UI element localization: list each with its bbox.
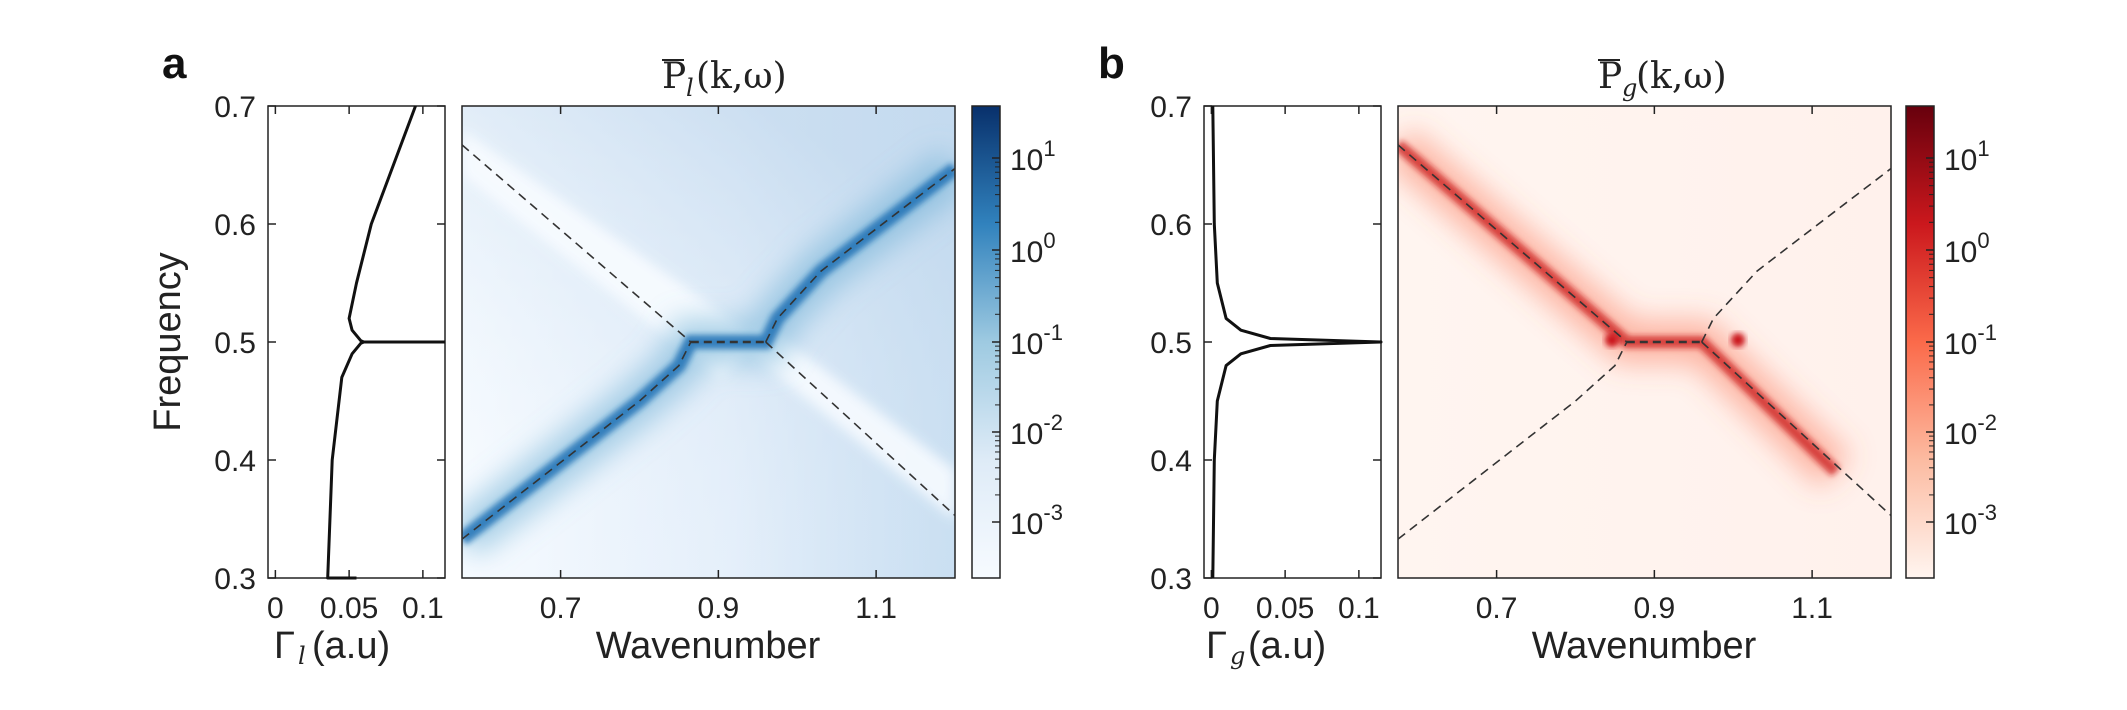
profile-a-xtick-label: 0.05	[320, 592, 378, 625]
hotspot-right-b	[1731, 333, 1745, 347]
profile-a-ytick-label: 0.5	[214, 327, 256, 360]
xlabel-gamma-l-unit: (a.u)	[312, 625, 390, 667]
xlabel-gamma-g-sub: g	[1230, 642, 1245, 670]
heatmap-b-xtick-label: 1.1	[1791, 592, 1833, 625]
profile-a-ytick-label: 0.3	[214, 563, 256, 596]
heatmap-b-xtick-label: 0.9	[1634, 592, 1676, 625]
title-b-main: P	[1598, 56, 1622, 97]
profile-a-ytick-label: 0.6	[214, 209, 256, 242]
heatmap-a-dashed-descending-lower	[765, 341, 956, 517]
profile-b-xtick-label: 0	[1203, 592, 1220, 625]
heatmap-a-dashed-descending-upper	[461, 144, 692, 343]
title-a-main: P	[662, 56, 686, 97]
title-b: P g (k,ω)	[1598, 56, 1727, 102]
heatmap-a-xtick-label: 0.7	[540, 592, 582, 625]
title-a-sub: l	[686, 74, 694, 102]
profile-a-xtick-label: 0.1	[402, 592, 444, 625]
xlabel-gamma-l: Γ l (a.u)	[274, 625, 390, 670]
colorbar-b-tick-label: 10-3	[1944, 500, 1997, 541]
heatmap-a-xtick-label: 1.1	[855, 592, 897, 625]
profile-b-xtick-label: 0.05	[1256, 592, 1314, 625]
colorbar-a-tick-label: 10-2	[1010, 410, 1063, 451]
heatmap-b-xtick-label: 0.7	[1476, 592, 1518, 625]
profile-a-curve	[347, 105, 417, 344]
profile-a-ytick-label: 0.4	[214, 445, 256, 478]
profile-b-ytick-label: 0.3	[1150, 563, 1192, 596]
panel-letter-a: a	[162, 39, 187, 88]
colorbar-b-tick-label: 10-1	[1944, 320, 1997, 361]
title-b-sub: g	[1622, 74, 1637, 102]
heatmap-a-dashed-lower-branch	[461, 341, 692, 540]
xlabel-gamma-g: Γ g (a.u)	[1206, 625, 1326, 670]
colorbar-b-tick-label: 101	[1944, 136, 1990, 177]
xlabel-gamma-g-symbol: Γ	[1206, 625, 1227, 667]
heatmap-b-dashed-descending-lower	[1701, 341, 1892, 517]
colorbar-a-tick-label: 101	[1010, 136, 1056, 177]
colorbar-b-tick-label: 100	[1944, 228, 1990, 269]
heatmap-b-dashed-lower-branch	[1397, 341, 1628, 540]
xlabel-gamma-g-unit: (a.u)	[1248, 625, 1326, 667]
profile-b-ytick-label: 0.4	[1150, 445, 1192, 478]
colorbar-a-tick-label: 10-3	[1010, 500, 1063, 541]
profile-a-ytick-label: 0.7	[214, 91, 256, 124]
profile-b-xtick-label: 0.1	[1338, 592, 1380, 625]
heatmap-b-dashed-descending-upper	[1397, 144, 1628, 343]
profile-b-ytick-label: 0.7	[1150, 91, 1192, 124]
profile-b-curve	[1211, 105, 1383, 579]
panel-letter-b: b	[1098, 39, 1125, 88]
profile-b-ytick-label: 0.6	[1150, 209, 1192, 242]
profile-b-ytick-label: 0.5	[1150, 327, 1192, 360]
xlabel-wavenumber-a: Wavenumber	[596, 625, 821, 667]
profile-a-xtick-label: 0	[267, 592, 284, 625]
heatmap-a-xtick-label: 0.9	[698, 592, 740, 625]
title-a-args: (k,ω)	[696, 56, 787, 97]
colorbar-a-tick-label: 10-1	[1010, 320, 1063, 361]
hotspot-left-b	[1605, 333, 1619, 347]
title-b-args: (k,ω)	[1636, 56, 1727, 97]
xlabel-gamma-l-sub: l	[298, 642, 306, 670]
profile-a-curve	[326, 340, 445, 580]
xlabel-wavenumber-b: Wavenumber	[1532, 625, 1757, 667]
colorbar-b-tick-label: 10-2	[1944, 410, 1997, 451]
heatmap-b-frame	[1397, 105, 1892, 579]
title-a: P l (k,ω)	[662, 56, 787, 102]
ylabel-frequency: Frequency	[147, 252, 189, 432]
heatmap-a-frame	[461, 105, 956, 579]
colorbar-a-tick-label: 100	[1010, 228, 1056, 269]
xlabel-gamma-l-symbol: Γ	[274, 625, 295, 667]
